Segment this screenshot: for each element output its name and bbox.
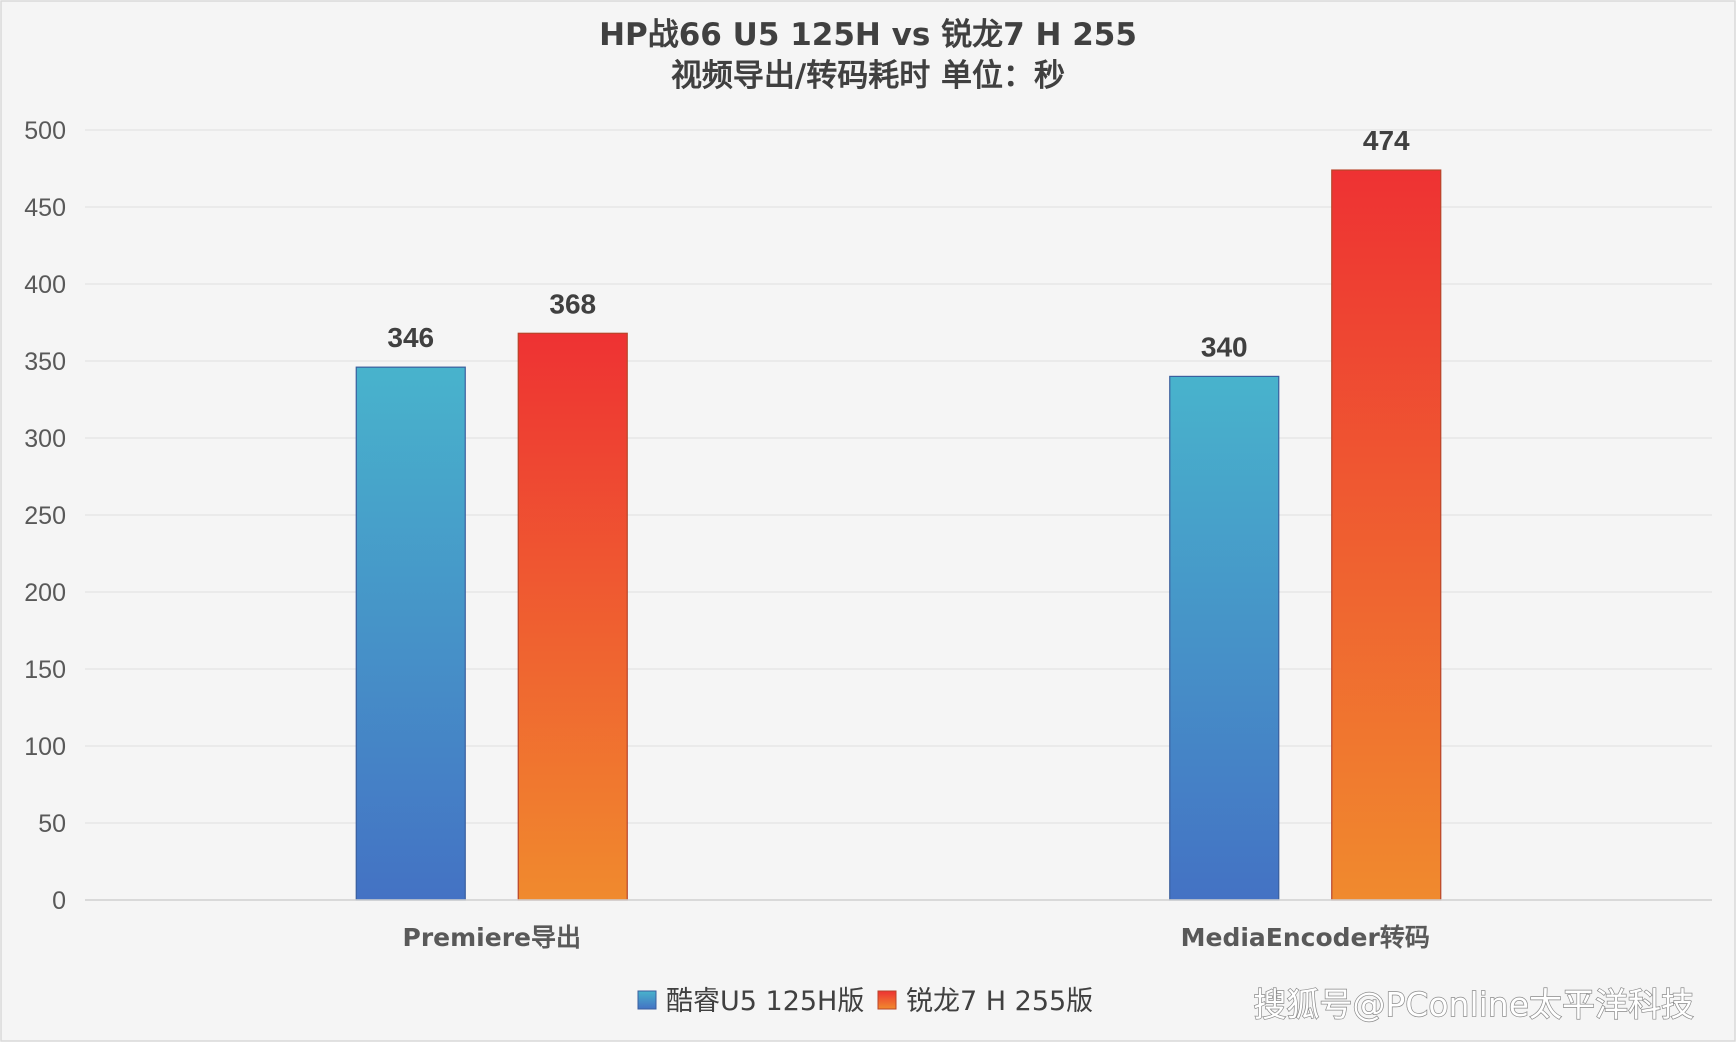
y-tick-label-450: 450 [24,194,66,222]
category-label-1: MediaEncoder转码 [1181,923,1430,952]
y-tick-label-200: 200 [24,579,66,607]
category-label-0: Premiere导出 [403,923,581,952]
bars [355,169,1442,901]
watermark: 搜狐号@PConline太平洋科技 [1253,985,1694,1024]
y-tick-label-500: 500 [24,117,66,145]
bar-0-1 [517,332,628,901]
y-tick-label-350: 350 [24,348,66,376]
y-tick-label-100: 100 [24,733,66,761]
data-label-1-1: 474 [1363,125,1410,156]
data-labels: 346 368 340 474 [387,125,1410,362]
bar-1-0 [1169,375,1280,901]
legend-label-1: 锐龙7 H 255版 [906,986,1093,1017]
legend-label-0: 酷睿U5 125H版 [666,986,864,1017]
x-axis-categories: Premiere导出 MediaEncoder转码 [403,923,1430,952]
y-axis-ticks: 0 50 100 150 200 250 300 350 400 450 500 [24,117,66,915]
data-label-0-0: 346 [387,322,434,353]
data-label-0-1: 368 [549,288,596,319]
y-tick-label-400: 400 [24,271,66,299]
y-tick-label-0: 0 [52,887,66,915]
data-label-1-0: 340 [1201,331,1248,362]
chart-subtitle: 视频导出/转码耗时 单位：秒 [671,58,1065,94]
y-tick-label-150: 150 [24,656,66,684]
y-tick-label-300: 300 [24,425,66,453]
y-tick-label-50: 50 [38,810,66,838]
y-tick-label-250: 250 [24,502,66,530]
legend-swatch-1 [877,990,897,1010]
legend-swatch-0 [637,990,657,1010]
bar-1-1 [1331,169,1442,901]
chart-title: HP战66 U5 125H vs 锐龙7 H 255 [599,17,1137,53]
bar-0-0 [355,366,466,901]
legend: 酷睿U5 125H版 锐龙7 H 255版 [637,986,1093,1017]
